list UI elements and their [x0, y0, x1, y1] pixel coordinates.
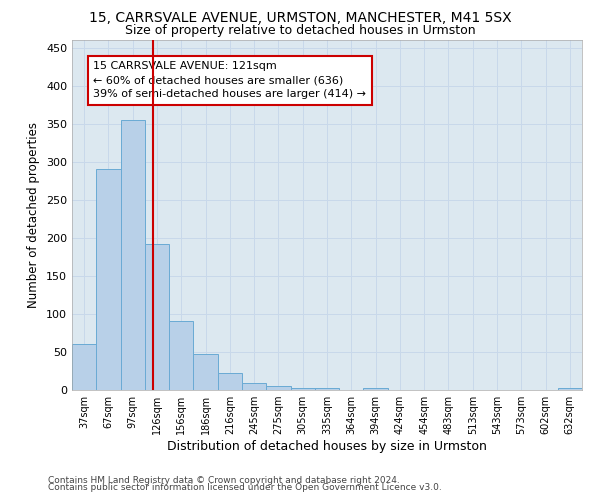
Bar: [218, 374, 242, 390]
Text: 15 CARRSVALE AVENUE: 121sqm
← 60% of detached houses are smaller (636)
39% of se: 15 CARRSVALE AVENUE: 121sqm ← 60% of det…: [94, 62, 367, 100]
Bar: [364, 388, 388, 390]
Bar: [121, 120, 145, 390]
Bar: [193, 354, 218, 390]
X-axis label: Distribution of detached houses by size in Urmston: Distribution of detached houses by size …: [167, 440, 487, 453]
Bar: [72, 344, 96, 390]
Text: Size of property relative to detached houses in Urmston: Size of property relative to detached ho…: [125, 24, 475, 37]
Text: Contains HM Land Registry data © Crown copyright and database right 2024.: Contains HM Land Registry data © Crown c…: [48, 476, 400, 485]
Y-axis label: Number of detached properties: Number of detached properties: [28, 122, 40, 308]
Bar: [145, 244, 169, 390]
Bar: [266, 386, 290, 390]
Bar: [242, 383, 266, 390]
Bar: [558, 388, 582, 390]
Text: 15, CARRSVALE AVENUE, URMSTON, MANCHESTER, M41 5SX: 15, CARRSVALE AVENUE, URMSTON, MANCHESTE…: [89, 12, 511, 26]
Bar: [96, 170, 121, 390]
Bar: [290, 388, 315, 390]
Bar: [169, 321, 193, 390]
Bar: [315, 388, 339, 390]
Text: Contains public sector information licensed under the Open Government Licence v3: Contains public sector information licen…: [48, 483, 442, 492]
